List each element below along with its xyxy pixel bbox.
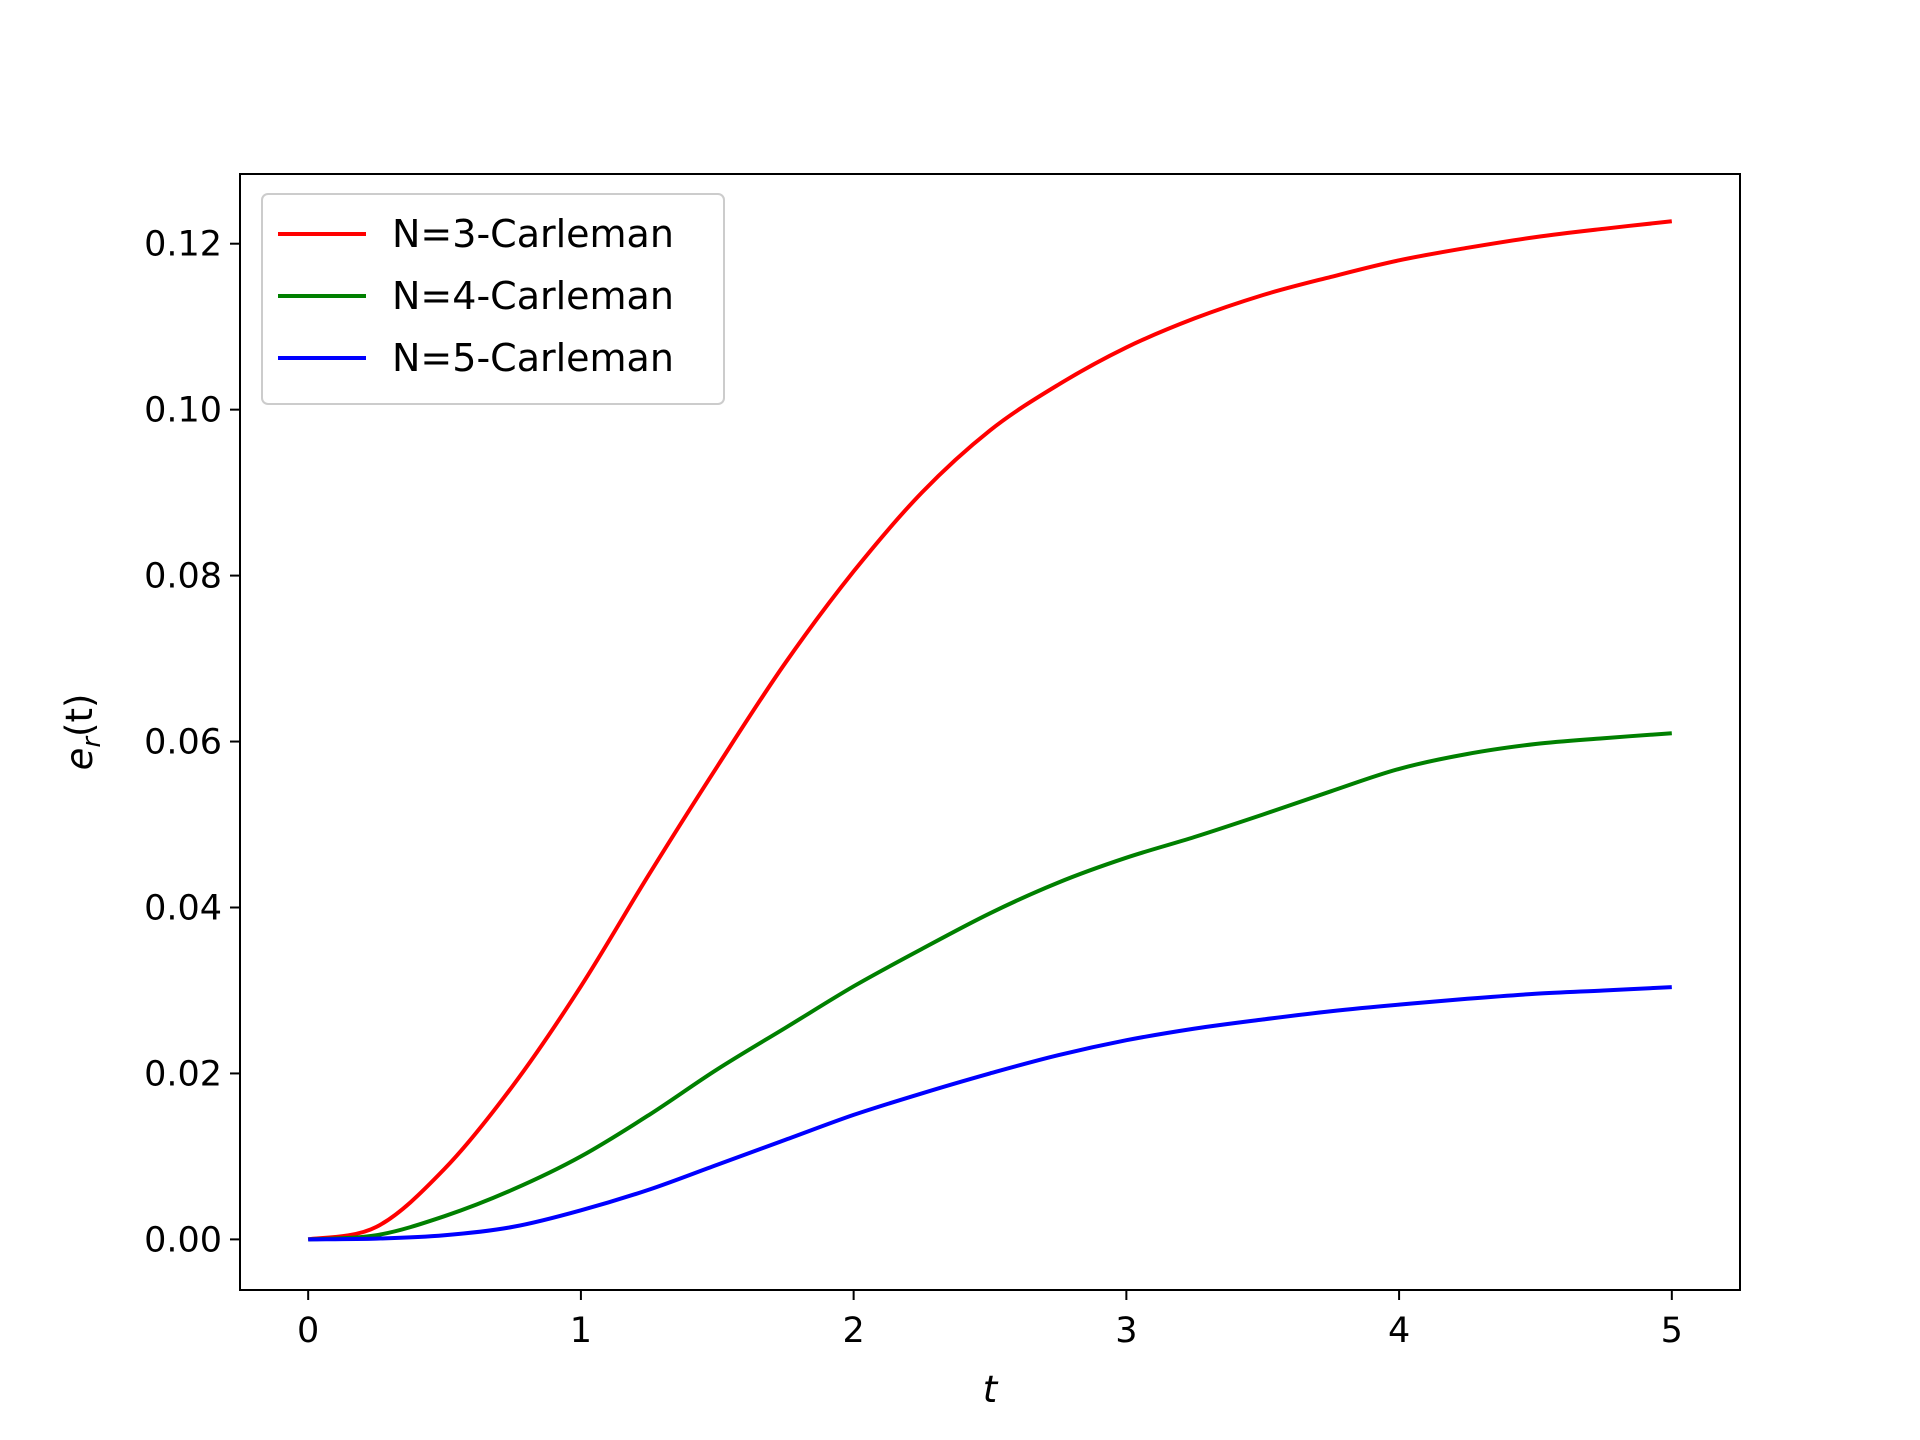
y-axis-label: er(t) (58, 694, 107, 771)
series-line-1 (307, 219, 1673, 1242)
series-line-3 (308, 985, 1672, 1242)
x-axis-label: t (983, 1368, 999, 1411)
x-axis-ticks: 0 1 2 3 4 5 (297, 1290, 1683, 1351)
x-tick-label: 4 (1388, 1311, 1410, 1351)
y-axis-label-base: e (58, 748, 101, 771)
y-tick-label: 0.12 (144, 225, 222, 265)
x-tick-label: 2 (842, 1311, 864, 1351)
x-tick-label: 3 (1115, 1311, 1137, 1351)
y-tick-label: 0.02 (144, 1054, 222, 1094)
y-axis-ticks: 0.00 0.02 0.04 0.06 0.08 0.10 0.12 (144, 225, 240, 1260)
plot-frame (239, 173, 1741, 1291)
x-tick-label: 0 (297, 1311, 319, 1351)
y-tick-label: 0.10 (144, 391, 222, 431)
legend: N=3-Carleman N=4-Carleman N=5-Carleman (261, 193, 725, 405)
y-axis-label-rest: (t) (58, 694, 101, 737)
y-tick-label: 0.00 (144, 1220, 222, 1260)
legend-label: N=3-Carleman (392, 212, 674, 256)
x-tick-label: 5 (1661, 1311, 1683, 1351)
series-layer (307, 219, 1673, 1242)
legend-label: N=4-Carleman (392, 274, 674, 318)
x-tick-label: 1 (570, 1311, 592, 1351)
legend-box (261, 193, 725, 405)
y-axis-label-subscript: r (77, 735, 107, 748)
series-line-2 (308, 731, 1672, 1242)
legend-label: N=5-Carleman (392, 336, 674, 380)
y-tick-label: 0.08 (144, 557, 222, 597)
y-tick-label: 0.04 (144, 888, 222, 928)
y-tick-label: 0.06 (144, 723, 222, 763)
